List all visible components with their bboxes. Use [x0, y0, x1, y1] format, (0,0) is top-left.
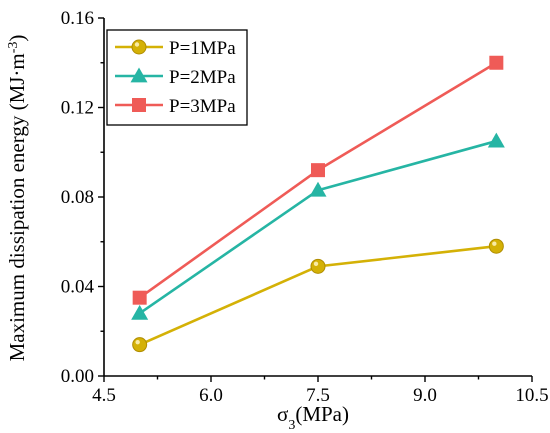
- series-1: [132, 238, 504, 353]
- x-tick-label: 6.0: [199, 385, 223, 406]
- y-tick-label: 0.00: [61, 366, 94, 387]
- data-point-highlight: [313, 261, 319, 267]
- data-point: [132, 337, 148, 353]
- data-point: [311, 163, 325, 178]
- x-tick-label: 7.5: [306, 385, 330, 406]
- x-axis-title-sub: 3: [288, 418, 295, 433]
- x-tick-label: 9.0: [413, 385, 437, 406]
- y-tick-label: 0.08: [61, 187, 94, 208]
- y-tick-label: 0.16: [61, 8, 94, 29]
- x-axis-title-rest: (MPa): [295, 402, 349, 426]
- legend-marker: [132, 98, 146, 112]
- data-point: [488, 238, 504, 254]
- data-point: [132, 290, 147, 305]
- y-axis-title-sup: -3: [6, 42, 21, 54]
- x-tick-label: 4.5: [92, 385, 116, 406]
- legend-item: P=2MPa: [115, 67, 236, 88]
- axes: 4.5 6.0 7.5 9.0 10.5 0.00 0.04 0.08 0.12 0.16: [61, 8, 549, 406]
- y-axis-title-main: Maximum dissipation energy (MJ·m: [5, 53, 29, 361]
- y-axis-title: Maximum dissipation energy (MJ·m-3): [5, 35, 29, 362]
- legend-marker: [131, 39, 147, 55]
- legend-label: P=3MPa: [169, 96, 236, 117]
- data-point-highlight: [135, 339, 140, 345]
- legend-marker-highlight: [134, 42, 140, 47]
- legend-item: P=3MPa: [115, 96, 236, 117]
- legend-marker: [130, 67, 148, 83]
- x-axis-title: σ3(MPa): [277, 402, 349, 433]
- series-2: [131, 132, 505, 320]
- series-3: [132, 55, 504, 305]
- legend-item: P=1MPa: [115, 38, 236, 59]
- data-point: [310, 258, 326, 274]
- data-point: [487, 132, 505, 148]
- series-layer: [131, 55, 505, 353]
- legend-label: P=1MPa: [169, 38, 236, 59]
- x-tick-label: 10.5: [515, 385, 548, 406]
- data-point: [489, 55, 504, 70]
- data-point-highlight: [492, 241, 497, 246]
- y-axis-title-close: ): [5, 35, 29, 42]
- legend: P=1MPa P=2MPa P=3MPa: [106, 29, 248, 126]
- y-tick-label: 0.12: [61, 98, 94, 119]
- x-axis-title-main: σ: [277, 402, 288, 426]
- legend-label: P=2MPa: [169, 67, 236, 88]
- y-tick-label: 0.04: [61, 277, 95, 298]
- data-point: [309, 181, 327, 197]
- data-point: [131, 304, 149, 320]
